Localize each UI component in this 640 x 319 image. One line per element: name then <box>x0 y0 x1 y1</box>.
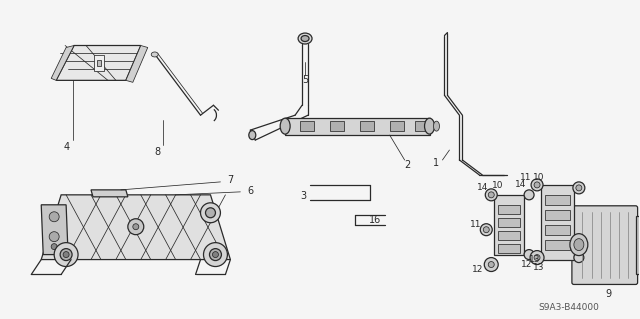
Circle shape <box>534 255 540 261</box>
Text: 7: 7 <box>227 175 234 185</box>
Text: 13: 13 <box>533 263 545 272</box>
Circle shape <box>200 203 220 223</box>
Circle shape <box>60 249 72 261</box>
Circle shape <box>576 185 582 191</box>
Text: 6: 6 <box>247 186 253 196</box>
Bar <box>498 231 520 240</box>
Text: 2: 2 <box>404 160 411 170</box>
Bar <box>498 218 520 227</box>
Polygon shape <box>41 205 68 255</box>
Text: 5: 5 <box>302 75 308 85</box>
Ellipse shape <box>249 130 256 140</box>
Circle shape <box>485 189 497 201</box>
Bar <box>545 210 570 220</box>
Polygon shape <box>41 195 230 260</box>
Polygon shape <box>91 190 128 197</box>
Circle shape <box>212 252 218 257</box>
Circle shape <box>209 249 221 261</box>
Circle shape <box>133 224 139 230</box>
Circle shape <box>49 232 59 241</box>
Ellipse shape <box>151 52 158 57</box>
Ellipse shape <box>280 118 290 134</box>
Text: 10: 10 <box>533 174 545 182</box>
Ellipse shape <box>298 33 312 44</box>
Polygon shape <box>541 185 574 260</box>
Text: 8: 8 <box>155 147 161 157</box>
Circle shape <box>128 219 144 235</box>
Bar <box>498 205 520 214</box>
Circle shape <box>480 224 492 236</box>
Bar <box>330 121 344 131</box>
Ellipse shape <box>433 121 440 131</box>
Ellipse shape <box>570 234 588 256</box>
Text: 11: 11 <box>470 220 481 229</box>
Text: 12: 12 <box>522 260 532 269</box>
Circle shape <box>484 257 498 271</box>
Polygon shape <box>56 46 141 80</box>
Text: 14: 14 <box>477 183 488 192</box>
Circle shape <box>574 253 584 263</box>
Circle shape <box>488 192 494 198</box>
Ellipse shape <box>301 35 309 41</box>
Text: 10: 10 <box>492 182 503 190</box>
Polygon shape <box>94 56 104 71</box>
Text: 4: 4 <box>64 142 70 152</box>
Circle shape <box>63 252 69 257</box>
Polygon shape <box>51 46 74 80</box>
Text: S9A3-B44000: S9A3-B44000 <box>538 303 599 312</box>
Ellipse shape <box>424 118 435 134</box>
Bar <box>390 121 404 131</box>
Bar <box>415 121 429 131</box>
Text: 9: 9 <box>605 289 612 300</box>
Circle shape <box>205 208 216 218</box>
Circle shape <box>530 251 544 264</box>
Bar <box>636 216 640 274</box>
Polygon shape <box>285 118 429 135</box>
Polygon shape <box>494 195 524 255</box>
Circle shape <box>524 190 534 200</box>
Circle shape <box>49 212 59 222</box>
Text: 16: 16 <box>369 215 381 225</box>
Bar <box>545 240 570 249</box>
Bar <box>498 244 520 253</box>
Text: 13: 13 <box>529 255 541 264</box>
Bar <box>300 121 314 131</box>
Text: 14: 14 <box>515 180 527 189</box>
Circle shape <box>524 249 534 260</box>
Ellipse shape <box>574 239 584 251</box>
FancyBboxPatch shape <box>572 206 637 285</box>
Circle shape <box>483 227 489 233</box>
Circle shape <box>54 243 78 267</box>
Bar <box>360 121 374 131</box>
Circle shape <box>488 262 494 268</box>
Bar <box>545 225 570 235</box>
Text: 11: 11 <box>520 174 532 182</box>
Bar <box>545 195 570 205</box>
Circle shape <box>534 182 540 188</box>
Circle shape <box>573 182 585 194</box>
Circle shape <box>51 244 57 249</box>
Text: 12: 12 <box>472 265 483 274</box>
Polygon shape <box>126 46 148 82</box>
Bar <box>97 60 101 66</box>
Text: 1: 1 <box>433 158 440 168</box>
Text: 3: 3 <box>300 191 306 201</box>
Circle shape <box>204 243 227 267</box>
Circle shape <box>531 179 543 191</box>
